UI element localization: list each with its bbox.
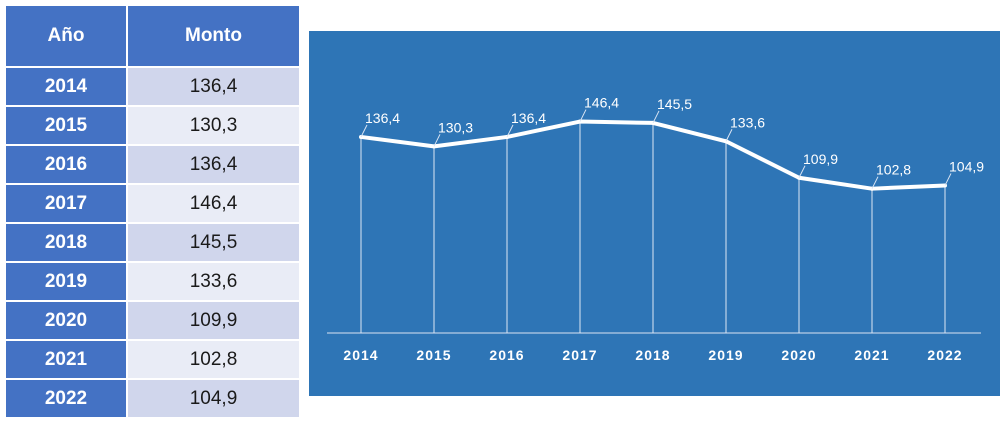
x-tick-label: 2019	[708, 347, 743, 363]
data-label-leader	[798, 165, 806, 178]
amount-cell: 146,4	[128, 185, 299, 224]
year-cell: 2014	[6, 68, 128, 107]
data-table: Año Monto 2014 136,4 2015 130,3 2016 136,4 201…	[6, 6, 299, 419]
data-label: 104,9	[949, 158, 984, 174]
amount-cell: 136,4	[128, 146, 299, 185]
year-cell: 2022	[6, 380, 128, 419]
data-label: 133,6	[730, 114, 765, 130]
table-row: 2022 104,9	[6, 380, 299, 419]
x-tick-label: 2018	[635, 347, 670, 363]
data-label: 109,9	[803, 151, 838, 167]
table-row: 2017 146,4	[6, 185, 299, 224]
amount-column-header: Monto	[128, 6, 299, 68]
data-label: 146,4	[584, 95, 619, 111]
data-label: 145,5	[657, 96, 692, 112]
table-row: 2016 136,4	[6, 146, 299, 185]
amount-cell: 102,8	[128, 341, 299, 380]
x-tick-label: 2020	[781, 347, 816, 363]
table-row: 2020 109,9	[6, 302, 299, 341]
amount-cell: 109,9	[128, 302, 299, 341]
amount-cell: 136,4	[128, 68, 299, 107]
line-chart: 136,4 130,3 136,4 146,4 145,5 133,6 109,9 102,8…	[309, 31, 1000, 396]
data-label-leader	[944, 173, 952, 186]
table-row: 2018 145,5	[6, 224, 299, 263]
table-row: 2021 102,8	[6, 341, 299, 380]
year-cell: 2015	[6, 107, 128, 146]
data-label-leader	[579, 109, 587, 122]
data-label: 136,4	[511, 110, 546, 126]
year-cell: 2021	[6, 341, 128, 380]
data-label-leader	[652, 110, 660, 124]
data-label: 102,8	[876, 162, 911, 178]
table-row: 2015 130,3	[6, 107, 299, 146]
year-cell: 2016	[6, 146, 128, 185]
x-tick-label: 2014	[343, 347, 378, 363]
data-label-leader	[725, 129, 733, 142]
year-cell: 2018	[6, 224, 128, 263]
data-label: 130,3	[438, 119, 473, 135]
table-body: 2014 136,4 2015 130,3 2016 136,4 2017 146,4 2018…	[6, 68, 299, 419]
year-cell: 2019	[6, 263, 128, 302]
data-label-leader	[506, 124, 514, 138]
x-tick-label: 2015	[416, 347, 451, 363]
x-tick-label: 2022	[927, 347, 962, 363]
year-column-header: Año	[6, 6, 128, 68]
data-label: 136,4	[365, 110, 400, 126]
table-row: 2019 133,6	[6, 263, 299, 302]
table-header-row: Año Monto	[6, 6, 299, 68]
data-label-leader	[871, 176, 879, 189]
x-tick-label: 2016	[489, 347, 524, 363]
amount-cell: 145,5	[128, 224, 299, 263]
table-row: 2014 136,4	[6, 68, 299, 107]
x-tick-label: 2017	[562, 347, 597, 363]
year-cell: 2017	[6, 185, 128, 224]
data-label-leader	[433, 134, 441, 147]
amount-cell: 130,3	[128, 107, 299, 146]
year-cell: 2020	[6, 302, 128, 341]
amount-cell: 133,6	[128, 263, 299, 302]
line-chart-svg: 136,4 130,3 136,4 146,4 145,5 133,6 109,9 102,8…	[327, 95, 984, 363]
x-tick-label: 2021	[854, 347, 889, 363]
data-label-leader	[360, 124, 368, 138]
amount-cell: 104,9	[128, 380, 299, 419]
